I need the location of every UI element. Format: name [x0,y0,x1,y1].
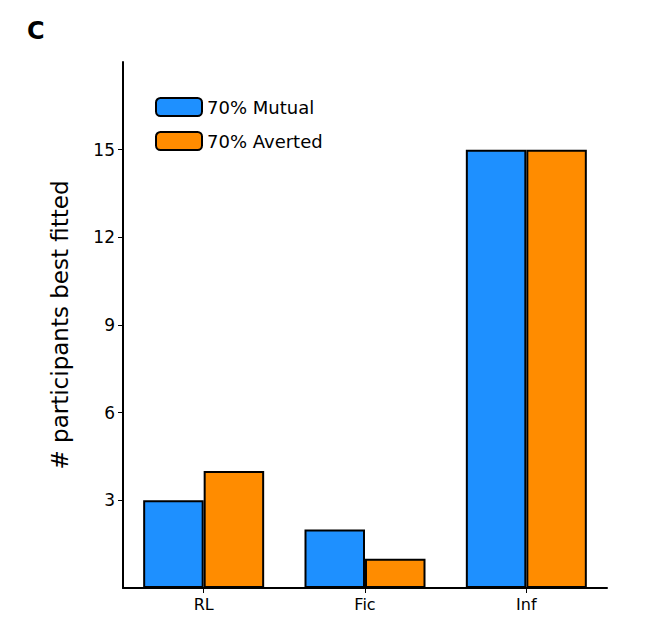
svg-text:3: 3 [104,490,115,510]
svg-text:12: 12 [93,227,115,247]
svg-text:70% Mutual: 70% Mutual [207,97,314,118]
svg-text:70% Averted: 70% Averted [207,131,323,152]
svg-text:6: 6 [104,403,115,423]
svg-text:Inf: Inf [516,595,537,614]
svg-text:15: 15 [93,140,115,160]
svg-text:RL: RL [194,595,214,614]
svg-text:Fic: Fic [354,595,375,614]
svg-text:C: C [27,17,45,45]
svg-text:9: 9 [104,315,115,335]
svg-text:# participants best fitted: # participants best fitted [47,180,73,469]
